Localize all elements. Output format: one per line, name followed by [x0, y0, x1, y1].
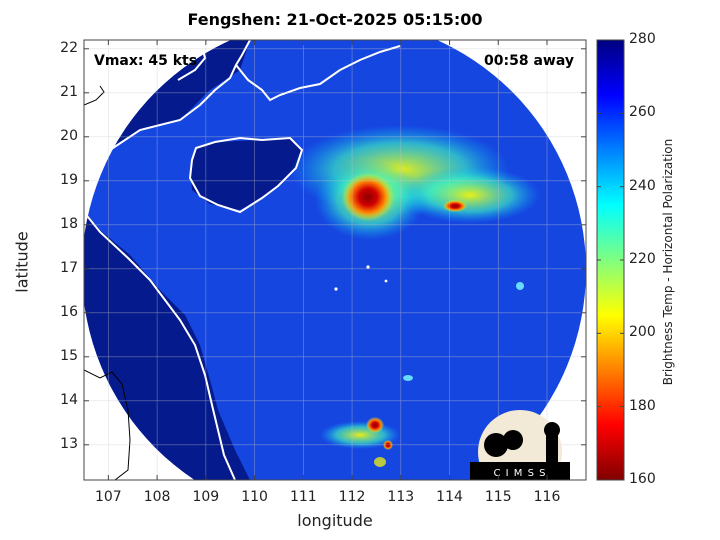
vmax-label: Vmax: 45 kts	[94, 53, 198, 69]
time-away-label: 00:58 away	[484, 53, 574, 69]
x-tick-label: 116	[533, 489, 561, 505]
x-tick-label: 112	[338, 489, 366, 505]
map-title: Fengshen: 21-Oct-2025 05:15:00	[187, 10, 483, 29]
colorbar-tick-label: 240	[629, 177, 656, 194]
colorbar-tick-label: 220	[629, 251, 656, 267]
y-tick-label: 14	[60, 391, 78, 408]
border-north	[84, 85, 105, 106]
y-tick-label: 15	[60, 347, 78, 364]
y-tick-label: 13	[60, 435, 78, 452]
island-3	[384, 279, 388, 283]
axis-ticks	[84, 40, 586, 480]
convective-spot-east	[443, 200, 467, 212]
x-tick-label: 107	[94, 489, 122, 505]
x-tick-label: 115	[484, 489, 512, 505]
island-1	[366, 265, 370, 269]
coastline-hainan	[188, 136, 304, 214]
coastline-china-west	[84, 40, 251, 161]
colorbar	[596, 39, 625, 481]
colorbar-label: Brightness Temp - Horizontal Polarizatio…	[661, 138, 675, 386]
cimss-logo: C I M S S	[470, 410, 570, 480]
logo-text: C I M S S	[494, 468, 547, 479]
y-axis-label: latitude	[12, 231, 32, 293]
y-tick-label: 22	[60, 39, 78, 56]
colorbar-tick-label: 200	[629, 324, 656, 341]
border-south	[84, 369, 131, 480]
y-tick-label: 20	[60, 127, 78, 144]
colorbar-tick-label: 260	[629, 104, 656, 121]
x-tick-label: 114	[436, 489, 463, 505]
coastline-vietnam	[84, 211, 236, 480]
x-tick-label: 111	[289, 489, 317, 505]
cloud-spot-south	[374, 457, 386, 467]
axes-frame	[83, 39, 587, 481]
convective-core	[342, 173, 394, 221]
y-tick-label: 21	[60, 83, 78, 100]
x-tick-label: 109	[192, 489, 220, 505]
cloud-spot-east	[516, 282, 524, 290]
y-tick-label: 18	[60, 215, 78, 232]
coastline-leizhou	[235, 45, 401, 102]
colorbar-tick-label: 180	[629, 397, 656, 414]
island-2	[334, 287, 338, 291]
colorbar-tick-label: 280	[629, 31, 656, 47]
x-tick-label: 110	[241, 489, 268, 505]
convective-spot-south	[366, 417, 384, 433]
x-tick-label: 108	[143, 489, 171, 505]
colorbar-ticks	[597, 39, 624, 481]
x-tick-label: 113	[387, 489, 415, 505]
y-tick-label: 17	[60, 259, 78, 276]
gridlines	[84, 40, 586, 480]
cloud-spot-se	[403, 375, 413, 381]
land-hainan	[190, 138, 302, 210]
y-tick-label: 16	[60, 303, 78, 320]
y-tick-label: 19	[60, 171, 78, 188]
x-axis-label: longitude	[297, 511, 373, 530]
borders	[84, 85, 131, 480]
colorbar-tick-label: 160	[629, 471, 656, 487]
